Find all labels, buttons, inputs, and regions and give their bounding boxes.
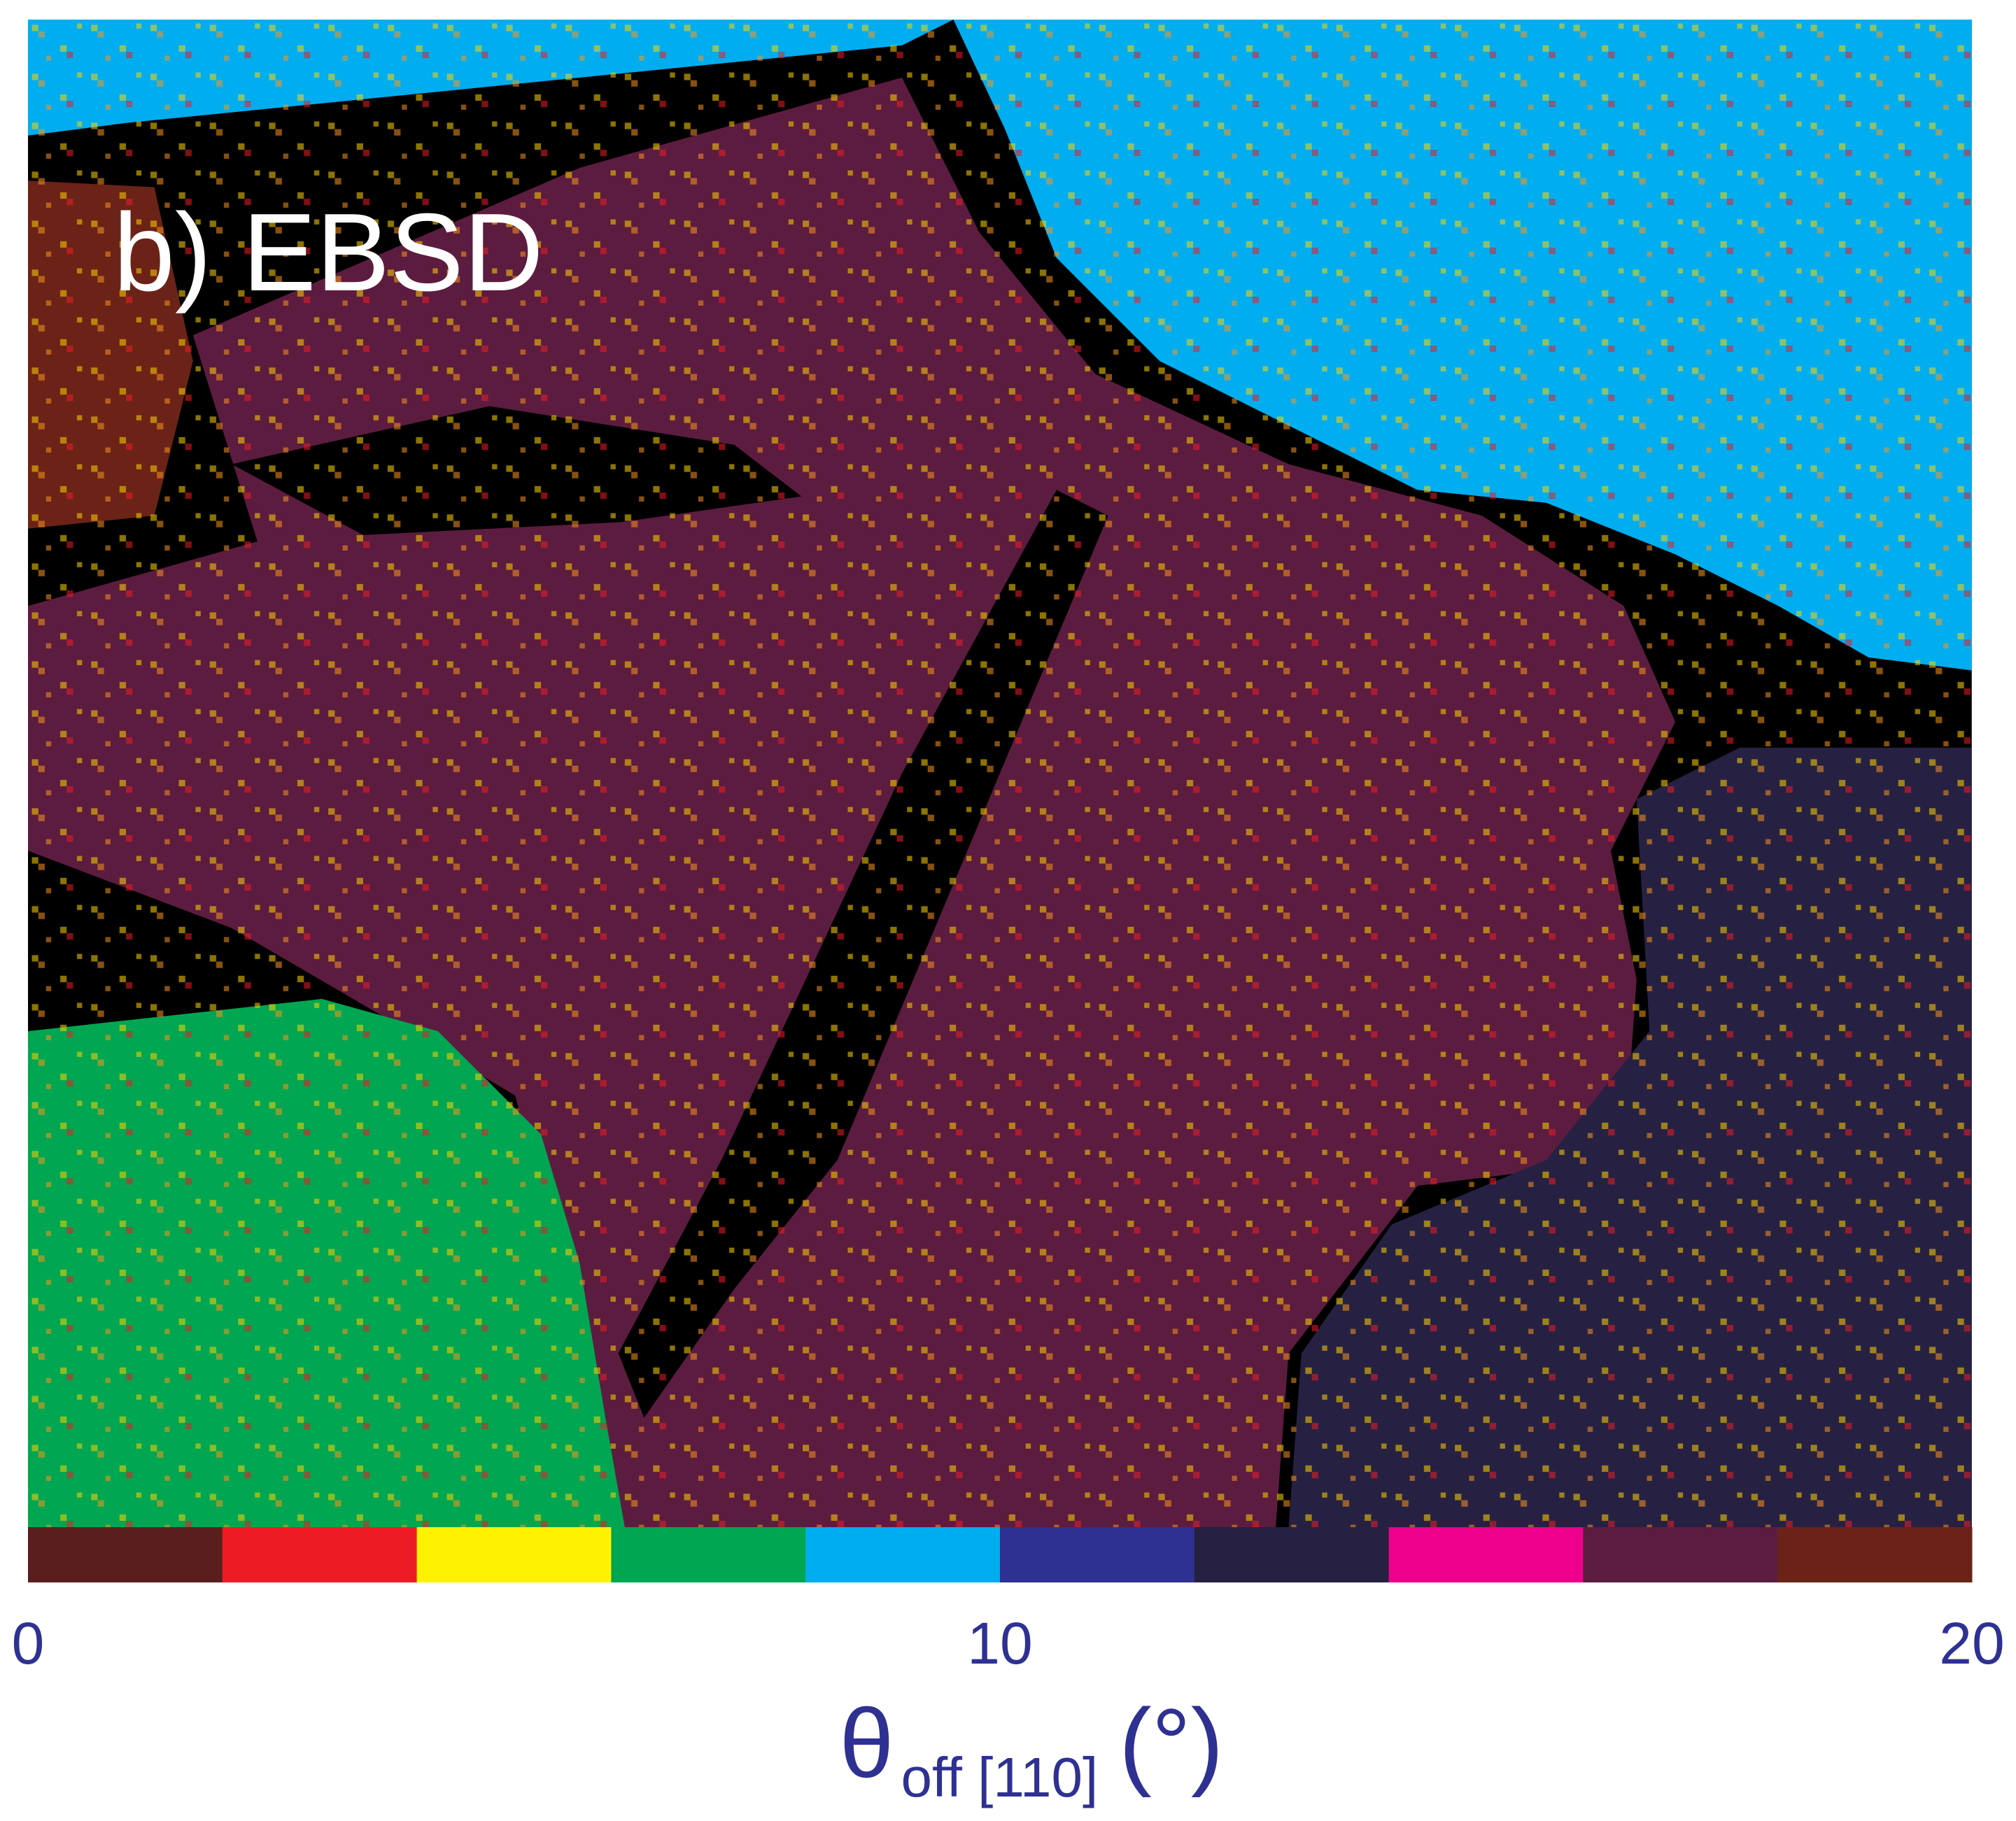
figure: b) EBSD 0 10 20 θoff [110] (°) (0, 0, 2016, 1821)
colorbar-segment (1389, 1527, 1584, 1582)
colorbar-segment (611, 1527, 805, 1582)
x-tick-label: 10 (967, 1610, 1032, 1676)
x-tick-label: 0 (12, 1610, 45, 1676)
colorbar-segment (805, 1527, 1000, 1582)
axis-subscript: off [110] (901, 1746, 1098, 1808)
x-tick-label: 20 (1939, 1610, 2004, 1676)
colorbar-segment (417, 1527, 612, 1582)
colorbar-segment (1194, 1527, 1389, 1582)
colorbar-segment (223, 1527, 417, 1582)
colorbar-segment (1777, 1527, 1972, 1582)
axis-symbol: θ (840, 1688, 894, 1798)
colorbar: 0 10 20 (12, 1527, 2005, 1676)
colorbar-segment (1000, 1527, 1194, 1582)
axis-unit: (°) (1119, 1688, 1223, 1798)
colorbar-segment (28, 1527, 223, 1582)
panel-title: b) EBSD (113, 191, 544, 314)
colorbar-segment (1583, 1527, 1777, 1582)
